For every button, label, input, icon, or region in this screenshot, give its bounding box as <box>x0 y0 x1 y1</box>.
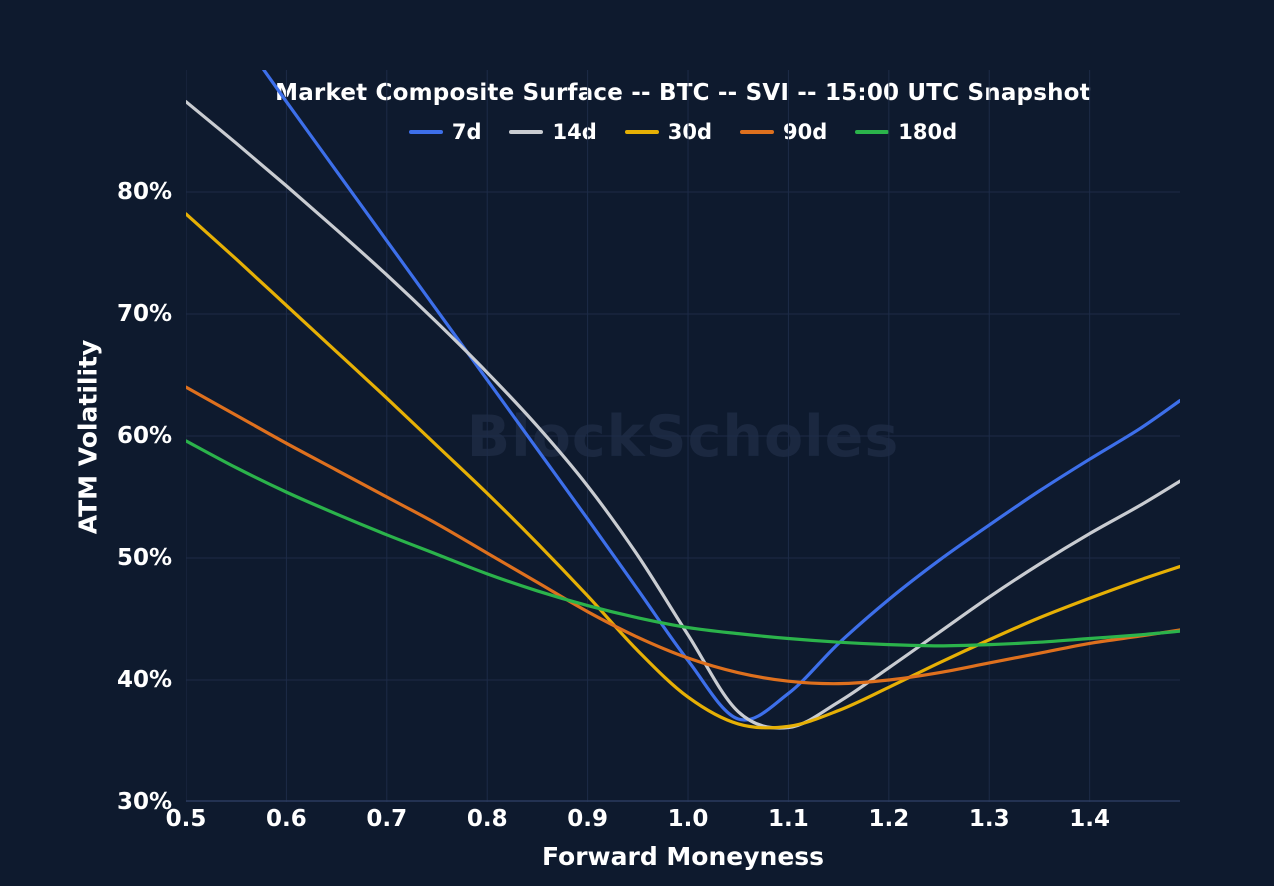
legend-swatch-14d <box>509 130 544 134</box>
y-tick-label: 60% <box>116 423 172 449</box>
series-line-14d <box>186 100 1180 730</box>
legend-label: 14d <box>552 120 597 144</box>
x-axis-label: Forward Moneyness <box>541 842 825 871</box>
legend-swatch-30d <box>624 130 659 134</box>
x-tick-label: 1.2 <box>868 806 910 832</box>
legend-item-90d[interactable]: 90d <box>740 120 827 144</box>
series-line-90d <box>186 385 1180 686</box>
plot-area <box>186 70 1180 802</box>
legend-item-14d[interactable]: 14d <box>509 120 597 144</box>
chart-title: Market Composite Surface -- BTC -- SVI -… <box>275 80 1091 106</box>
x-tick-label: 0.6 <box>266 806 307 832</box>
x-tick-label: 1.4 <box>1069 806 1110 832</box>
y-tick-label: 40% <box>116 667 172 693</box>
x-tick-label: 1.3 <box>968 806 1010 832</box>
y-tick-label: 50% <box>116 545 172 571</box>
series-line-180d <box>186 439 1180 648</box>
series-line-30d <box>186 212 1180 730</box>
y-tick-label: 30% <box>116 789 172 815</box>
legend-label: 30d <box>667 120 713 144</box>
x-tick-label: 0.9 <box>567 806 608 832</box>
legend-label: 180d <box>898 120 958 144</box>
x-tick-label: 0.8 <box>466 806 508 832</box>
legend-item-180d[interactable]: 180d <box>855 120 957 144</box>
x-tick-label: 0.5 <box>165 806 207 832</box>
legend-item-7d[interactable]: 7d <box>408 120 482 144</box>
legend-label: 7d <box>451 120 482 144</box>
legend-swatch-7d <box>408 130 443 134</box>
y-axis-label: ATM Volatility <box>73 339 103 535</box>
x-tick-label: 0.7 <box>366 806 408 832</box>
legend-swatch-180d <box>855 130 890 134</box>
y-tick-label: 80% <box>116 179 172 205</box>
legend-label: 90d <box>783 120 828 144</box>
x-tick-label: 1.1 <box>768 806 809 832</box>
legend-swatch-90d <box>740 130 775 134</box>
legend-item-30d[interactable]: 30d <box>624 120 713 144</box>
y-tick-label: 70% <box>116 301 172 327</box>
series-line-7d <box>261 70 1180 722</box>
x-tick-label: 1.0 <box>667 806 709 832</box>
chart-legend: 7d 14d 30d 90d 180d <box>186 120 1180 144</box>
